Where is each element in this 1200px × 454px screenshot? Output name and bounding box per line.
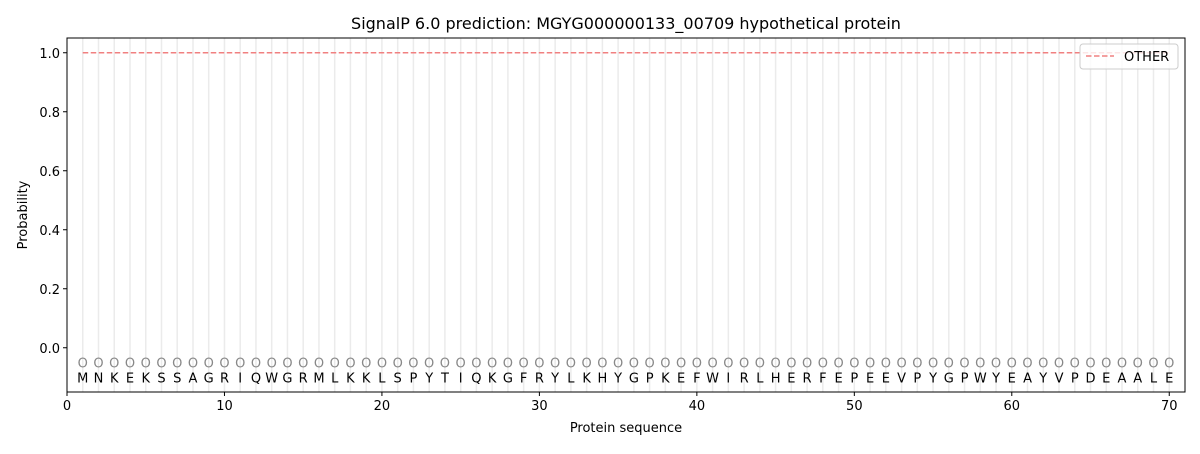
residue-8: A (189, 371, 198, 386)
residue-68: A (1133, 371, 1142, 386)
residue-43: R (740, 371, 749, 386)
residue-34: H (597, 371, 607, 386)
x-axis-ticks: 0 10 20 30 40 50 60 70 (63, 392, 1178, 414)
residue-23: Y (424, 371, 433, 386)
residue-46: E (787, 371, 795, 386)
residue-45: H (771, 371, 781, 386)
residue-9: G (204, 371, 214, 386)
residue-64: P (1071, 371, 1079, 386)
residue-56: G (944, 371, 954, 386)
y-tick-label-4: 0.8 (39, 106, 60, 121)
residue-2: N (94, 371, 104, 386)
residue-54: P (913, 371, 921, 386)
residue-67: A (1118, 371, 1127, 386)
x-tick-label-70: 70 (1161, 399, 1178, 414)
y-tick-label-0: 0.0 (39, 342, 60, 357)
residue-17: L (331, 371, 339, 386)
residue-60: E (1008, 371, 1016, 386)
plot-frame (66, 37, 1186, 393)
residue-15: R (299, 371, 308, 386)
residue-52: E (882, 371, 890, 386)
x-tick-label-50: 50 (846, 399, 863, 414)
residue-27: K (488, 371, 497, 386)
x-axis-label: Protein sequence (570, 421, 682, 436)
legend: OTHER (1079, 43, 1179, 70)
y-tick-label-5: 1.0 (39, 47, 60, 62)
residue-31: Y (550, 371, 559, 386)
residue-19: K (362, 371, 371, 386)
residue-5: K (141, 371, 150, 386)
chart-title: SignalP 6.0 prediction: MGYG000000133_00… (351, 14, 901, 34)
residue-38: K (661, 371, 670, 386)
residue-69: L (1150, 371, 1158, 386)
residue-37: P (646, 371, 654, 386)
residue-24: T (440, 371, 449, 386)
residue-33: K (582, 371, 591, 386)
residue-47: R (803, 371, 812, 386)
x-tick-label-10: 10 (216, 399, 233, 414)
residue-51: E (866, 371, 874, 386)
residue-62: Y (1038, 371, 1047, 386)
residue-32: L (567, 371, 575, 386)
predicted-labels: OOOOOOOOOOOOOOOOOOOOOOOOOOOOOOOOOOOOOOOO… (78, 357, 1175, 372)
residue-1: M (77, 371, 88, 386)
x-tick-label-60: 60 (1004, 399, 1021, 414)
residue-11: I (238, 371, 242, 386)
residue-55: Y (928, 371, 937, 386)
legend-box (1079, 43, 1179, 70)
residue-18: K (346, 371, 355, 386)
residue-65: D (1086, 371, 1096, 386)
residue-22: P (410, 371, 418, 386)
x-tick-label-20: 20 (374, 399, 391, 414)
residue-29: F (520, 371, 527, 386)
x-tick-label-40: 40 (689, 399, 706, 414)
residue-16: M (313, 371, 324, 386)
residue-3: K (110, 371, 119, 386)
residue-20: L (378, 371, 386, 386)
x-tick-label-30: 30 (531, 399, 548, 414)
residue-44: L (756, 371, 764, 386)
residue-42: I (726, 371, 730, 386)
x-tick-label-0: 0 (63, 399, 71, 414)
residue-53: V (897, 371, 906, 386)
residue-66: E (1102, 371, 1110, 386)
residue-48: F (819, 371, 826, 386)
y-axis-ticks: 0.0 0.2 0.4 0.6 0.8 1.0 (39, 47, 67, 357)
residue-57: P (961, 371, 969, 386)
residue-6: S (157, 371, 165, 386)
residue-4: E (126, 371, 134, 386)
y-tick-label-1: 0.2 (39, 283, 60, 298)
residue-14: G (282, 371, 292, 386)
position-gridlines (81, 38, 1171, 392)
residue-7: S (173, 371, 181, 386)
residue-28: G (503, 371, 513, 386)
residue-70: E (1165, 371, 1173, 386)
residue-25: I (459, 371, 463, 386)
residue-35: Y (613, 371, 622, 386)
residue-39: E (677, 371, 685, 386)
residue-41: W (706, 371, 719, 386)
residue-13: W (265, 371, 278, 386)
y-axis-label: Probability (16, 180, 31, 249)
residue-21: S (394, 371, 402, 386)
sequence-labels: OOOOOOOOOOOOOOOOOOOOOOOOOOOOOOOOOOOOOOOO… (77, 357, 1174, 387)
residue-30: R (535, 371, 544, 386)
legend-label-other: OTHER (1124, 50, 1169, 65)
residue-12: Q (251, 371, 261, 386)
residue-10: R (220, 371, 229, 386)
residue-36: G (629, 371, 639, 386)
residue-40: F (693, 371, 700, 386)
residue-59: Y (991, 371, 1000, 386)
residue-26: Q (471, 371, 481, 386)
residue-61: A (1023, 371, 1032, 386)
residue-49: E (834, 371, 842, 386)
residue-50: P (850, 371, 858, 386)
y-tick-label-2: 0.4 (39, 224, 60, 239)
residue-58: W (974, 371, 987, 386)
y-tick-label-3: 0.6 (39, 165, 60, 180)
residue-63: V (1055, 371, 1064, 386)
